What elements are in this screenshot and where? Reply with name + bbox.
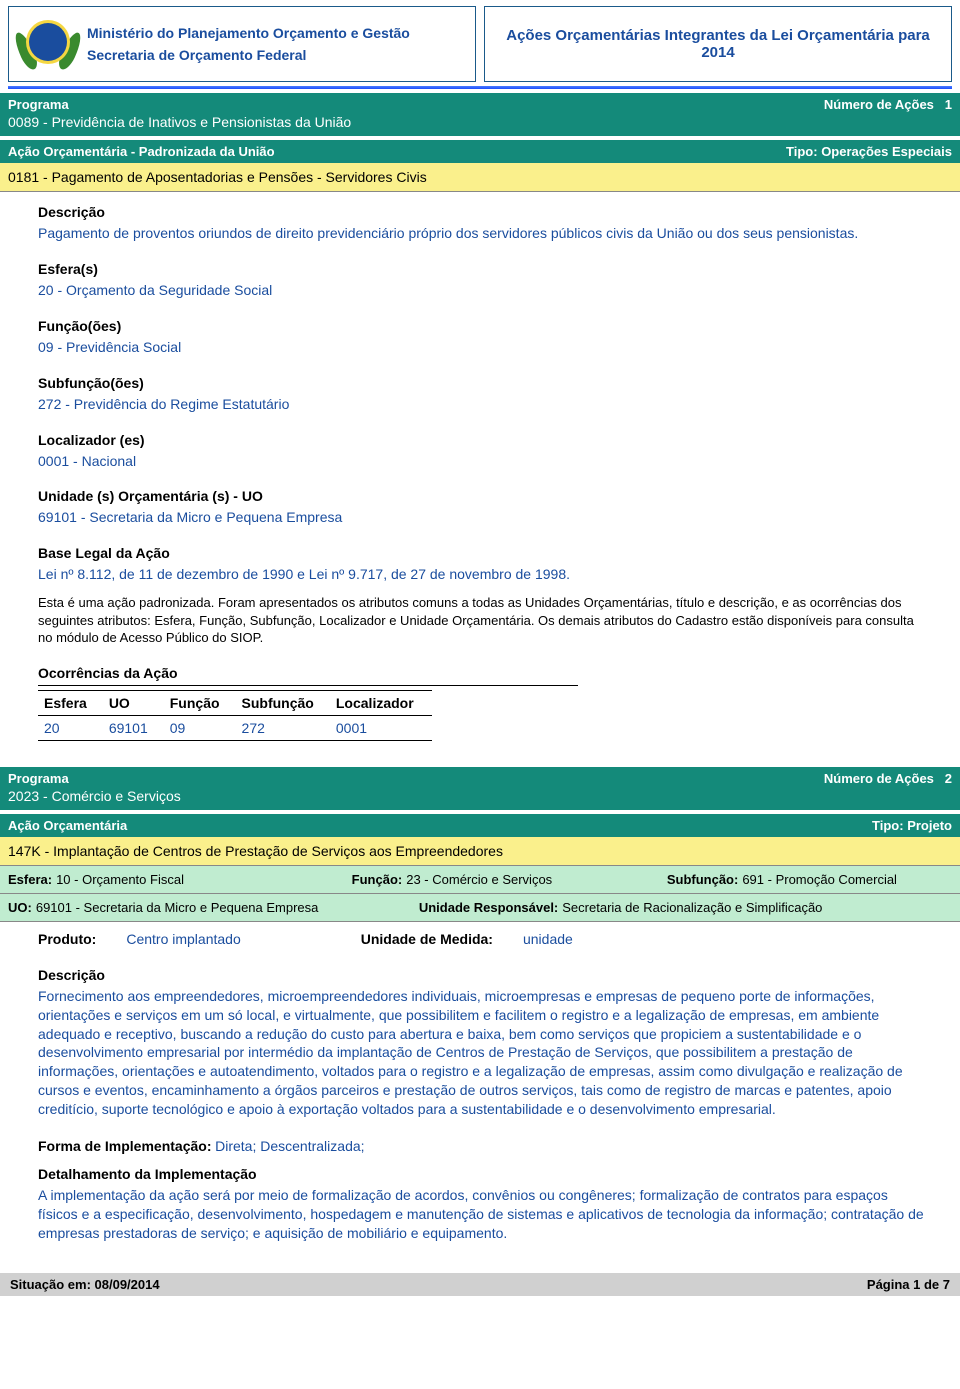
program-header-0089: Programa Número de Ações 1 0089 - Previd… <box>0 93 960 136</box>
uo-text: 69101 - Secretaria da Micro e Pequena Em… <box>38 508 930 527</box>
subfuncao-value: 691 - Promoção Comercial <box>742 872 897 887</box>
esfera-value: 10 - Orçamento Fiscal <box>56 872 184 887</box>
tipo-value: Projeto <box>907 818 952 833</box>
brasao-icon <box>19 15 77 73</box>
td-esfera: 20 <box>38 715 105 740</box>
funcoes-text: 09 - Previdência Social <box>38 338 930 357</box>
base-legal-text: Lei nº 8.112, de 11 de dezembro de 1990 … <box>38 565 930 584</box>
acao-label: Ação Orçamentária <box>8 818 127 833</box>
descricao-text: Fornecimento aos empreendedores, microem… <box>38 987 930 1119</box>
td-funcao: 09 <box>166 715 238 740</box>
forma-implementacao-label: Forma de Implementação: <box>38 1138 212 1154</box>
footer-situacao: Situação em: 08/09/2014 <box>10 1277 160 1292</box>
programa-title: 2023 - Comércio e Serviços <box>8 788 952 804</box>
funcao-value: 23 - Comércio e Serviços <box>406 872 552 887</box>
padronizada-note: Esta é uma ação padronizada. Foram apres… <box>38 594 930 647</box>
detalhamento-heading: Detalhamento da Implementação <box>38 1166 930 1182</box>
green-band-1: Esfera: 10 - Orçamento Fiscal Função: 23… <box>0 866 960 894</box>
ocorrencias-table: Esfera UO Função Subfunção Localizador 2… <box>38 690 432 741</box>
localizador-text: 0001 - Nacional <box>38 452 930 471</box>
header-left-box: Ministério do Planejamento Orçamento e G… <box>8 6 476 82</box>
footer-bar: Situação em: 08/09/2014 Página 1 de 7 <box>0 1273 960 1296</box>
unidade-medida-label: Unidade de Medida: <box>361 931 493 947</box>
th-funcao: Função <box>166 690 238 715</box>
table-row: 20 69101 09 272 0001 <box>38 715 432 740</box>
esfera-label: Esfera: <box>8 872 52 887</box>
descricao-heading: Descrição <box>38 967 930 983</box>
tipo-value: Operações Especiais <box>821 144 952 159</box>
ministry-title: Ministério do Planejamento Orçamento e G… <box>87 25 410 41</box>
num-acoes-label: Número de Ações <box>824 771 934 786</box>
uo-heading: Unidade (s) Orçamentária (s) - UO <box>38 488 930 504</box>
forma-implementacao-value: Direta; Descentralizada; <box>215 1138 364 1154</box>
base-legal-heading: Base Legal da Ação <box>38 545 930 561</box>
descricao-heading: Descrição <box>38 204 930 220</box>
th-esfera: Esfera <box>38 690 105 715</box>
descricao-text: Pagamento de proventos oriundos de direi… <box>38 224 930 243</box>
num-acoes-label: Número de Ações <box>824 97 934 112</box>
produto-value: Centro implantado <box>126 931 240 947</box>
subfuncoes-text: 272 - Previdência do Regime Estatutário <box>38 395 930 414</box>
tipo-label: Tipo: <box>786 144 818 159</box>
th-subfuncao: Subfunção <box>238 690 332 715</box>
footer-page: Página 1 de 7 <box>867 1277 950 1292</box>
report-header: Ministério do Planejamento Orçamento e G… <box>0 0 960 86</box>
td-subfuncao: 272 <box>238 715 332 740</box>
num-acoes-value: 1 <box>945 97 952 112</box>
ocorrencias-heading: Ocorrências da Ação <box>38 665 930 681</box>
funcao-label: Função: <box>352 872 403 887</box>
programa-title: 0089 - Previdência de Inativos e Pension… <box>8 114 952 130</box>
program-header-2023: Programa Número de Ações 2 2023 - Comérc… <box>0 767 960 810</box>
produto-label: Produto: <box>38 931 96 947</box>
green-band-2: UO: 69101 - Secretaria da Micro e Pequen… <box>0 894 960 922</box>
ur-value: Secretaria de Racionalização e Simplific… <box>562 900 822 915</box>
funcoes-heading: Função(ões) <box>38 318 930 334</box>
num-acoes-value: 2 <box>945 771 952 786</box>
programa-label: Programa <box>8 771 69 786</box>
esferas-text: 20 - Orçamento da Seguridade Social <box>38 281 930 300</box>
acao-label: Ação Orçamentária - Padronizada da União <box>8 144 275 159</box>
tipo-label: Tipo: <box>872 818 904 833</box>
localizador-heading: Localizador (es) <box>38 432 930 448</box>
ur-label: Unidade Responsável: <box>419 900 558 915</box>
uo-value: 69101 - Secretaria da Micro e Pequena Em… <box>36 900 319 915</box>
acao-title-147k: 147K - Implantação de Centros de Prestaç… <box>0 837 960 866</box>
uo-label: UO: <box>8 900 32 915</box>
td-localizador: 0001 <box>332 715 432 740</box>
th-localizador: Localizador <box>332 690 432 715</box>
esferas-heading: Esfera(s) <box>38 261 930 277</box>
subfuncoes-heading: Subfunção(ões) <box>38 375 930 391</box>
unidade-medida-value: unidade <box>523 930 573 949</box>
acao-title-0181: 0181 - Pagamento de Aposentadorias e Pen… <box>0 163 960 192</box>
header-right-box: Ações Orçamentárias Integrantes da Lei O… <box>484 6 952 82</box>
th-uo: UO <box>105 690 166 715</box>
detalhamento-text: A implementação da ação será por meio de… <box>38 1186 930 1243</box>
acao-header-0181: Ação Orçamentária - Padronizada da União… <box>0 140 960 163</box>
programa-label: Programa <box>8 97 69 112</box>
subfuncao-label: Subfunção: <box>667 872 739 887</box>
secretariat-title: Secretaria de Orçamento Federal <box>87 47 410 63</box>
header-divider <box>8 86 952 89</box>
report-title: Ações Orçamentárias Integrantes da Lei O… <box>495 27 941 61</box>
td-uo: 69101 <box>105 715 166 740</box>
acao-header-147k: Ação Orçamentária Tipo: Projeto <box>0 814 960 837</box>
